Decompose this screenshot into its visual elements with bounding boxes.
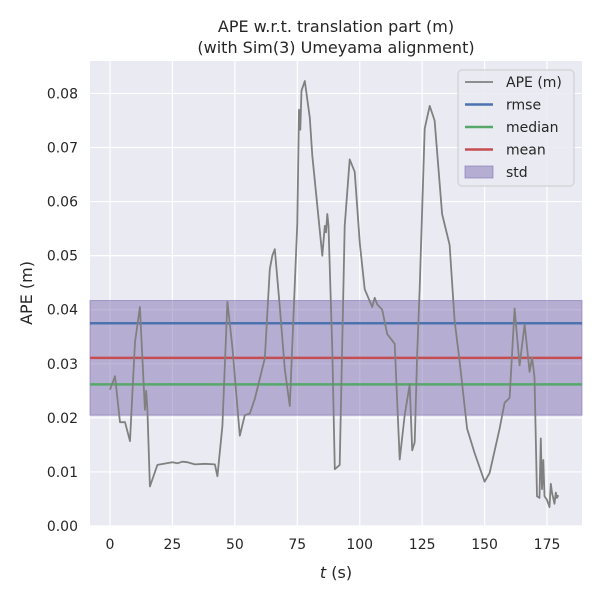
- chart-subtitle: (with Sim(3) Umeyama alignment): [197, 38, 474, 57]
- y-axis-label: APE (m): [17, 261, 36, 325]
- legend-label: median: [506, 120, 558, 136]
- legend-label: std: [506, 165, 528, 181]
- x-axis-unit: (s): [326, 563, 352, 582]
- chart-title: APE w.r.t. translation part (m): [218, 17, 454, 36]
- legend-label: mean: [506, 143, 546, 159]
- legend: APE (m) rmse median mean std: [457, 69, 575, 187]
- legend-swatch-std: [464, 165, 494, 179]
- legend-label: APE (m): [506, 75, 562, 91]
- y-tick-label: 0.05: [47, 249, 78, 265]
- x-tick-label: 75: [288, 537, 306, 553]
- x-tick-label: 125: [409, 537, 436, 553]
- y-tick-label: 0.06: [47, 195, 78, 211]
- legend-label: rmse: [506, 98, 541, 114]
- legend-frame: [457, 69, 575, 187]
- y-tick-label: 0.00: [47, 519, 78, 535]
- x-tick-label: 100: [346, 537, 373, 553]
- x-tick-label: 0: [106, 537, 115, 553]
- y-tick-label: 0.04: [47, 303, 78, 319]
- ape-series-line: [109, 80, 560, 509]
- y-tick-label: 0.03: [47, 357, 78, 373]
- x-tick-label: 50: [226, 537, 244, 553]
- y-tick-label: 0.07: [47, 141, 78, 157]
- x-tick-label: 25: [164, 537, 182, 553]
- y-tick-label: 0.01: [47, 465, 78, 481]
- y-tick-label: 0.08: [47, 86, 78, 102]
- x-tick-label: 150: [471, 537, 498, 553]
- x-axis-label: t (s): [320, 563, 352, 582]
- x-tick-label: 175: [534, 537, 561, 553]
- y-tick-label: 0.02: [47, 411, 78, 427]
- x-axis-var: t: [320, 563, 327, 582]
